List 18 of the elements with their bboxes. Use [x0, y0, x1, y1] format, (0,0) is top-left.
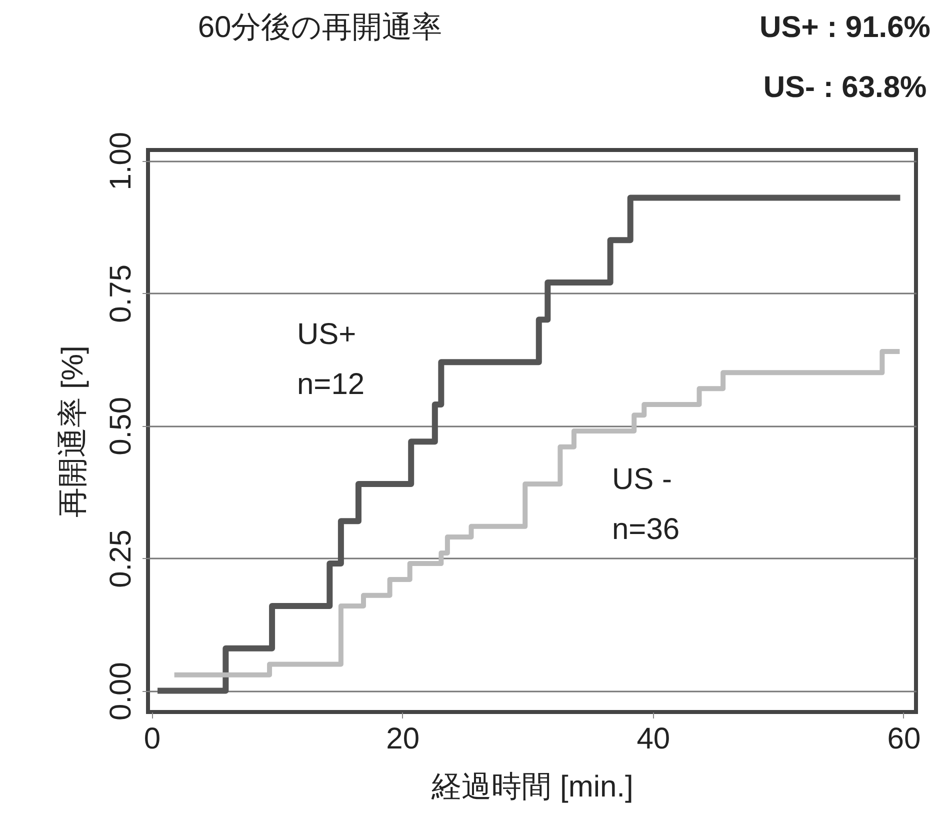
x-tick-label: 0 — [144, 722, 161, 756]
text: US- : 63.8% — [763, 71, 927, 104]
series-label: US - — [612, 463, 672, 496]
y-axis-title: 再開通率 [%] — [56, 346, 90, 518]
y-tick-label: 0.75 — [104, 264, 138, 323]
chart-title: 60分後の再開通率 — [198, 11, 442, 44]
y-tick-label: 0.50 — [104, 397, 138, 456]
text: US+ : 91.6% — [760, 11, 930, 44]
x-tick-label: 20 — [386, 722, 420, 756]
text: US+ — [297, 318, 356, 351]
y-tick-label: 0.25 — [104, 530, 138, 588]
y-tick-label: 0.00 — [104, 662, 138, 720]
x-tick-label: 60 — [887, 722, 921, 756]
annotation: n=12 — [297, 368, 365, 401]
x-tick-label: 40 — [636, 722, 670, 756]
x-axis-title: 経過時間 [min.] — [430, 770, 634, 804]
annotation: n=36 — [612, 513, 680, 546]
y-tick-label: 1.00 — [104, 132, 138, 190]
